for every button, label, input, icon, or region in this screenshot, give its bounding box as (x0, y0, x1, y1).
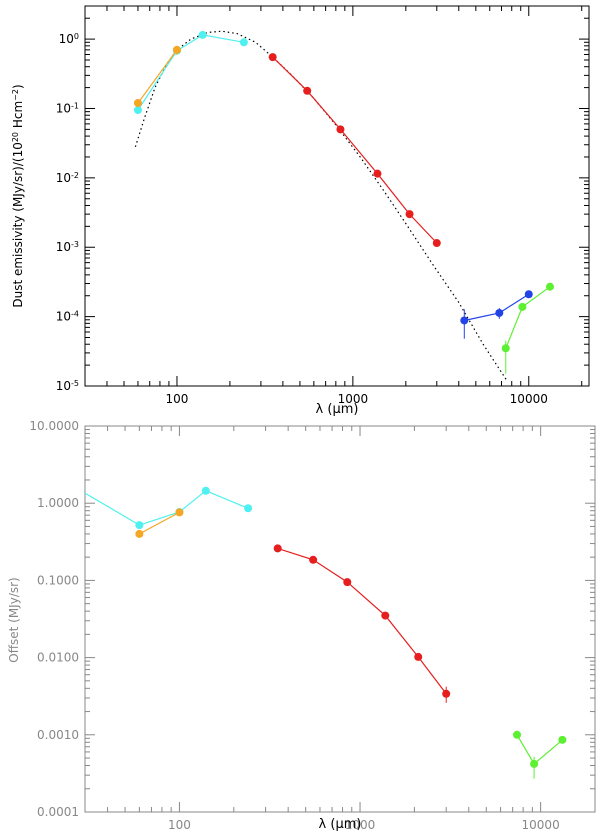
y-tick-label: 10-4 (56, 309, 79, 324)
tick-marks-bottom (84, 425, 596, 813)
data-point-red (442, 689, 451, 698)
data-point-blue (460, 316, 469, 325)
y-tick-label: 0.1000 (37, 573, 79, 587)
y-tick-label: 0.0001 (37, 805, 79, 819)
y-label-part-2: Hcm (11, 101, 25, 132)
data-point-blue (524, 290, 533, 299)
series-orange (135, 508, 184, 538)
data-point-orange (172, 45, 181, 54)
data-point-red (309, 555, 318, 564)
y-tick-label-exp: -3 (71, 240, 79, 249)
data-point-green (513, 730, 522, 739)
data-point-red (336, 125, 345, 134)
x-tick-label: 1000 (345, 818, 376, 831)
data-point-orange (135, 529, 144, 538)
y-tick-label: 1.0000 (37, 496, 79, 510)
data-point-green (558, 735, 567, 744)
y-tick-label: 10-3 (56, 240, 79, 255)
x-tick-label: 1000 (338, 392, 369, 406)
series-line-red (272, 56, 438, 244)
x-axis-label-top: λ (μm) (316, 402, 359, 417)
data-point-red (303, 86, 312, 95)
model-curve-group (134, 30, 508, 381)
y-tick-label-base: 10 (56, 240, 71, 254)
data-point-red (373, 169, 382, 178)
data-point-orange (133, 98, 142, 107)
series-red (268, 53, 441, 248)
y-tick-label: 10-1 (56, 101, 79, 116)
y-tick-label-base: 10 (56, 171, 71, 185)
plot-frame-bottom (84, 425, 596, 813)
data-point-green (530, 759, 539, 768)
series-line-cyan (137, 34, 245, 111)
series-group-top (133, 30, 554, 374)
data-point-cyan (133, 106, 142, 115)
y-tick-label-exp: -4 (71, 309, 79, 318)
y-tick-label-exp: 0 (74, 32, 79, 41)
y-tick-label: 10-5 (56, 379, 79, 394)
y-tick-label-exp: -2 (71, 170, 79, 179)
plot-frame-top (84, 5, 590, 387)
x-tick-label: 10000 (522, 818, 560, 831)
y-tick-label-exp: -5 (71, 379, 79, 388)
series-line-red (277, 547, 447, 695)
model-curve-dotted (134, 30, 508, 381)
panel-offset: 100 1000 10000 10.0000 1.0000 0.1000 0.0100 0.0… (7, 419, 596, 832)
series-group-bottom (84, 486, 567, 779)
data-point-green (545, 282, 554, 291)
data-point-red (343, 578, 352, 587)
data-point-cyan (135, 521, 144, 530)
y-tick-label: 0.0100 (37, 651, 79, 665)
data-point-cyan (239, 38, 248, 47)
data-point-green (501, 344, 510, 353)
y-axis-label-bottom: Offset (MJy/sr) (7, 577, 21, 662)
tick-marks-top (84, 5, 589, 387)
x-tick-label: 100 (166, 392, 189, 406)
y-tick-label-base: 10 (56, 310, 71, 324)
data-point-red (268, 53, 277, 62)
y-tick-label: 0.0010 (37, 728, 79, 742)
data-point-green (518, 302, 527, 311)
series-green (501, 282, 554, 374)
series-line-green (516, 734, 563, 765)
series-green (513, 730, 567, 779)
data-point-cyan (198, 30, 207, 39)
y-tick-label-exp: -1 (71, 101, 79, 110)
y-tick-label-base: 10 (59, 32, 74, 46)
y-label-part-0: Dust emissivity (MJy/sr)/(10 (11, 142, 25, 308)
data-point-blue (495, 308, 504, 317)
data-point-cyan (201, 486, 210, 495)
y-tick-label: 10-2 (56, 170, 79, 185)
data-point-red (381, 611, 390, 620)
data-point-orange (175, 508, 184, 517)
y-tick-label: 100 (59, 32, 79, 47)
y-tick-label: 10.0000 (29, 419, 79, 433)
data-point-cyan (244, 504, 253, 513)
x-tick-label: 100 (168, 818, 191, 831)
series-orange (133, 45, 181, 107)
y-label-part-4: ) (11, 84, 25, 89)
x-axis-label-bottom: λ (μm) (319, 817, 362, 831)
series-red (273, 544, 451, 703)
y-tick-label-base: 10 (56, 379, 71, 393)
y-tick-label-base: 10 (56, 101, 71, 115)
series-blue (460, 290, 533, 339)
x-tick-label: 10000 (510, 392, 548, 406)
series-line-orange (137, 49, 178, 104)
series-cyan (84, 486, 253, 530)
data-point-red (432, 239, 441, 248)
series-line-orange (139, 511, 180, 535)
tick-labels-bottom: 100 1000 10000 10.0000 1.0000 0.1000 0.0100 0.0… (29, 419, 560, 832)
data-point-red (405, 210, 414, 219)
y-label-part-3: −2 (11, 89, 20, 101)
y-label-part-1: 20 (11, 132, 20, 142)
y-axis-label-top: Dust emissivity (MJy/sr)/(1020 Hcm−2) (11, 84, 26, 307)
series-cyan (133, 30, 248, 115)
data-point-red (273, 544, 282, 553)
data-point-red (414, 652, 423, 661)
